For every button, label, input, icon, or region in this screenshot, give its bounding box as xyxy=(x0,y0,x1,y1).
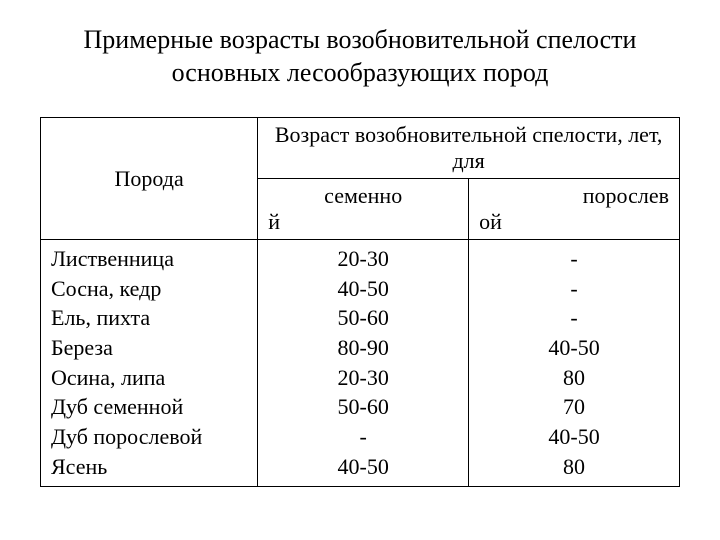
seed-value: 50-60 xyxy=(268,392,458,422)
seed-value: 20-30 xyxy=(268,244,458,274)
species-row: Лиственница xyxy=(51,244,247,274)
page-title: Примерные возрасты возобновительной спел… xyxy=(40,24,680,89)
seed-value: 20-30 xyxy=(268,363,458,393)
subheader-seed: семенно й xyxy=(258,179,469,240)
species-row: Осина, липа xyxy=(51,363,247,393)
seed-value: 50-60 xyxy=(268,303,458,333)
sprout-value: 40-50 xyxy=(479,333,669,363)
species-row: Дуб семенной xyxy=(51,392,247,422)
seed-value: 80-90 xyxy=(268,333,458,363)
species-row: Ель, пихта xyxy=(51,303,247,333)
seed-value: 40-50 xyxy=(268,274,458,304)
subheader-sprout-suffix: ой xyxy=(479,209,669,235)
species-row: Ясень xyxy=(51,452,247,482)
species-cell: Лиственница Сосна, кедр Ель, пихта Берез… xyxy=(41,240,258,487)
species-row: Сосна, кедр xyxy=(51,274,247,304)
subheader-sprout-main: порослев xyxy=(479,183,669,209)
sprout-value: 80 xyxy=(479,363,669,393)
header-species: Порода xyxy=(41,118,258,240)
sprout-value: - xyxy=(479,274,669,304)
sprout-cell: - - - 40-50 80 70 40-50 80 xyxy=(469,240,680,487)
subheader-sprout: порослев ой xyxy=(469,179,680,240)
sprout-value: 40-50 xyxy=(479,422,669,452)
header-age: Возраст возобновительной спелости, лет, … xyxy=(258,118,680,179)
seed-value: 40-50 xyxy=(268,452,458,482)
species-row: Дуб порослевой xyxy=(51,422,247,452)
sprout-value: 70 xyxy=(479,392,669,422)
data-table: Порода Возраст возобновительной спелости… xyxy=(40,117,680,487)
subheader-seed-suffix: й xyxy=(268,209,458,235)
seed-cell: 20-30 40-50 50-60 80-90 20-30 50-60 - 40… xyxy=(258,240,469,487)
sprout-value: - xyxy=(479,303,669,333)
seed-value: - xyxy=(268,422,458,452)
sprout-value: 80 xyxy=(479,452,669,482)
species-row: Береза xyxy=(51,333,247,363)
sprout-value: - xyxy=(479,244,669,274)
subheader-seed-main: семенно xyxy=(268,183,458,209)
